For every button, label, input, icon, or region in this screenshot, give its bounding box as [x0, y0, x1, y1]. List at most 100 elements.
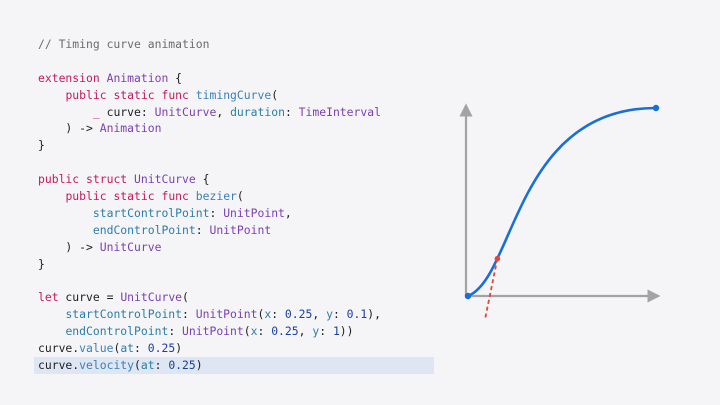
- code-token: [79, 172, 86, 186]
- code-line: [34, 272, 434, 289]
- code-line: public struct UnitCurve {: [34, 171, 434, 188]
- code-line: public static func bezier(: [34, 188, 434, 205]
- code-token: [38, 206, 93, 220]
- code-token: public: [38, 172, 80, 187]
- code-token: x: [264, 307, 272, 322]
- code-line: endControlPoint: UnitPoint(x: 0.25, y: 1…: [34, 323, 434, 340]
- code-token: ,: [284, 205, 292, 220]
- code-token: UnitPoint: [223, 205, 285, 220]
- code-token: UnitCurve: [134, 172, 196, 187]
- code-block: // Timing curve animation extension Anim…: [34, 36, 434, 374]
- curve-start-point: [464, 292, 472, 300]
- code-token: ,: [216, 104, 231, 119]
- code-token: :: [134, 341, 148, 356]
- code-token: 0.25: [271, 324, 299, 339]
- code-token: UnitPoint: [182, 324, 244, 339]
- code-token: {: [168, 70, 183, 85]
- code-line: startControlPoint: UnitPoint,: [34, 205, 434, 222]
- code-token: (: [271, 87, 279, 102]
- code-token: (: [134, 357, 141, 372]
- code-line: extension Animation {: [34, 70, 434, 87]
- code-token: TimeInterval: [298, 104, 381, 119]
- code-token: :: [284, 104, 299, 119]
- code-token: ): [195, 357, 203, 372]
- code-line: let curve = UnitCurve(: [34, 289, 434, 306]
- code-token: {: [195, 172, 210, 187]
- code-token: 0.25: [168, 357, 196, 372]
- code-token: 0.25: [147, 341, 176, 356]
- code-token: curve.: [38, 357, 80, 372]
- code-token: // Timing curve animation: [38, 37, 210, 51]
- code-token: (: [236, 189, 244, 204]
- code-token: at: [120, 341, 135, 356]
- code-token: [38, 324, 65, 338]
- code-token: Animation: [106, 70, 169, 85]
- code-token: timingCurve: [195, 87, 272, 102]
- code-token: value: [79, 341, 114, 356]
- code-token: ) ->: [38, 239, 100, 254]
- code-token: :: [195, 222, 210, 237]
- code-token: [38, 307, 65, 321]
- code-line: [34, 154, 434, 171]
- code-token: curve:: [99, 104, 155, 119]
- code-token: [38, 189, 65, 203]
- code-token: :: [257, 324, 272, 339]
- code-line: endControlPoint: UnitPoint: [34, 222, 434, 239]
- code-token: static: [113, 189, 155, 204]
- code-line: ) -> Animation: [34, 120, 434, 137]
- code-token: ,: [298, 324, 313, 339]
- code-line: public static func timingCurve(: [34, 87, 434, 104]
- code-token: )): [339, 324, 354, 339]
- code-token: UnitCurve: [154, 104, 217, 119]
- velocity-tangent: [483, 258, 499, 320]
- code-token: [38, 223, 93, 237]
- code-token: UnitCurve: [120, 290, 183, 305]
- code-line: [34, 53, 434, 70]
- code-token: :: [271, 307, 285, 322]
- code-token: :: [154, 357, 169, 372]
- code-token: endControlPoint: [65, 324, 169, 339]
- code-token: y: [326, 307, 333, 322]
- code-token: ),: [367, 307, 381, 322]
- code-token: UnitPoint: [195, 307, 258, 322]
- code-token: ) ->: [38, 121, 100, 136]
- code-line: }: [34, 137, 434, 154]
- code-token: public: [65, 189, 107, 204]
- code-token: :: [182, 307, 196, 322]
- timing-curve-graph: [459, 103, 661, 320]
- code-token: x: [250, 324, 258, 339]
- code-token: curve =: [58, 290, 121, 305]
- code-token: :: [209, 205, 224, 220]
- code-token: [38, 88, 65, 102]
- code-token: let: [38, 290, 59, 305]
- code-token: curve.: [38, 341, 80, 356]
- code-token: func: [161, 189, 189, 204]
- code-line: _ curve: UnitCurve, duration: TimeInterv…: [34, 104, 434, 121]
- code-line: // Timing curve animation: [34, 36, 434, 53]
- code-token: velocity: [79, 357, 135, 372]
- code-token: UnitCurve: [99, 239, 162, 254]
- code-token: (: [182, 290, 189, 305]
- code-token: at: [140, 357, 155, 372]
- code-token: 0.25: [284, 307, 313, 322]
- code-token: [189, 88, 196, 102]
- code-token: [100, 71, 107, 85]
- code-token: ): [175, 341, 183, 356]
- code-token: [38, 105, 93, 119]
- code-token: [127, 172, 134, 186]
- code-token: :: [168, 324, 183, 339]
- code-token: :: [319, 324, 333, 339]
- code-line-highlighted: curve.velocity(at: 0.25): [34, 356, 434, 374]
- code-token: y: [312, 324, 320, 339]
- code-token: static: [113, 87, 155, 102]
- code-token: public: [65, 87, 107, 102]
- code-token: ,: [312, 307, 327, 322]
- code-token: UnitPoint: [209, 222, 272, 237]
- code-token: :: [332, 307, 347, 322]
- code-token: (: [113, 341, 121, 356]
- code-token: }: [38, 256, 45, 271]
- code-token: (: [243, 324, 251, 339]
- code-token: }: [38, 138, 45, 153]
- sample-point-marker: [494, 255, 501, 262]
- curve-end-point: [652, 104, 660, 112]
